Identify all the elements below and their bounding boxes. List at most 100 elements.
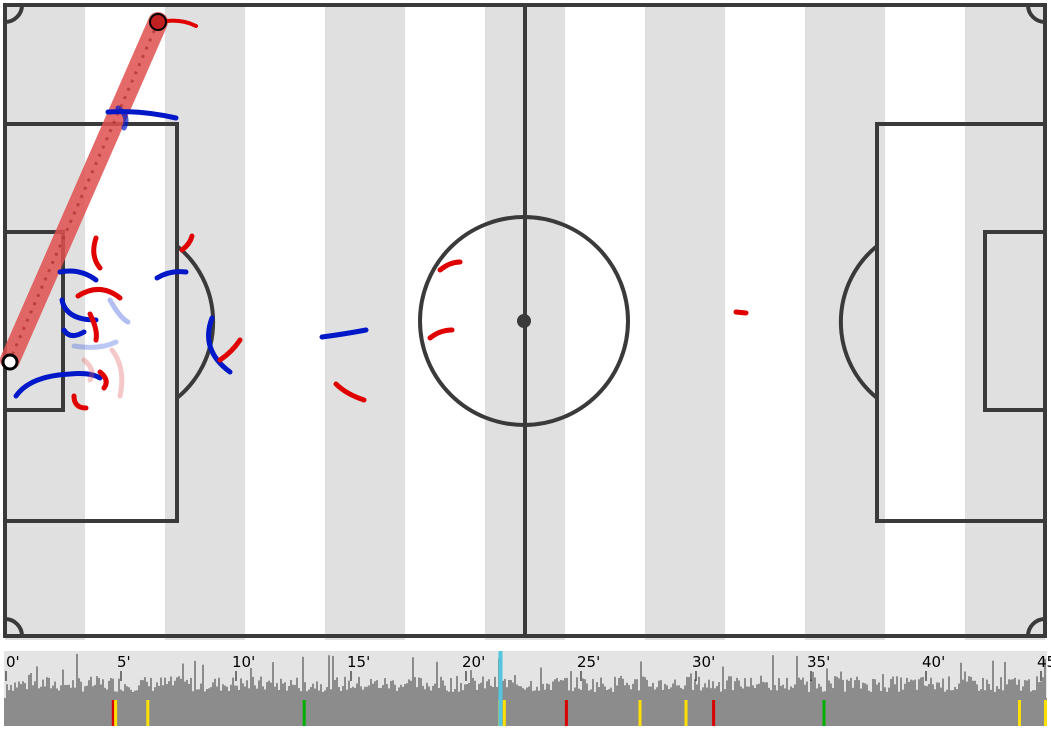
histogram-bar — [196, 689, 198, 698]
histogram-bar — [86, 685, 88, 698]
red-player-1[interactable] — [91, 235, 103, 271]
histogram-bar — [826, 668, 828, 698]
red-player-8[interactable] — [733, 309, 749, 316]
histogram-bar — [352, 686, 354, 698]
histogram-bar — [206, 689, 208, 698]
histogram-bar — [1034, 690, 1036, 698]
histogram-bar — [1042, 677, 1044, 698]
histogram-bar — [198, 689, 200, 698]
red-player-4[interactable] — [217, 337, 243, 363]
blue-player-5[interactable] — [57, 268, 99, 283]
histogram-bar — [44, 686, 46, 698]
histogram-bar — [54, 681, 56, 698]
histogram-bar — [480, 682, 482, 698]
histogram-bar — [960, 662, 962, 698]
histogram-bar — [12, 690, 14, 698]
histogram-bar — [32, 685, 34, 698]
red-player-6[interactable] — [427, 327, 455, 341]
blue-player-4[interactable] — [319, 327, 369, 340]
histogram-bar — [624, 685, 626, 698]
histogram-bar — [58, 690, 60, 698]
timeline-tick-label: 35' — [807, 653, 830, 671]
timeline-event-yellow[interactable] — [146, 700, 150, 726]
histogram-bar — [868, 690, 870, 698]
histogram-bar — [580, 689, 582, 698]
histogram-bar — [924, 685, 926, 698]
histogram-bar — [866, 684, 868, 698]
histogram-bar — [326, 687, 328, 698]
histogram-bar — [120, 689, 122, 698]
blue-player-8[interactable] — [61, 327, 87, 338]
histogram-bar — [136, 690, 138, 698]
blue-player-3[interactable] — [206, 315, 233, 375]
histogram-bar — [320, 684, 322, 698]
histogram-bar — [718, 682, 720, 698]
histogram-bar — [18, 681, 20, 698]
histogram-bar — [508, 679, 510, 698]
histogram-bar — [964, 671, 966, 698]
timeline-event-yellow[interactable] — [638, 700, 642, 726]
histogram-bar — [142, 680, 144, 698]
histogram-bar — [238, 689, 240, 698]
histogram-bar — [890, 679, 892, 698]
red-player-5[interactable] — [437, 259, 463, 273]
histogram-bar — [116, 691, 118, 698]
histogram-bar — [732, 690, 734, 698]
histogram-bar — [6, 684, 8, 698]
match-timeline[interactable]: 0' 5' 10' 15' 20' 25' 30' 35' 40' 45' — [0, 645, 1051, 745]
timeline-tick-label: 10' — [232, 653, 255, 671]
timeline-svg[interactable]: 0' 5' 10' 15' 20' 25' 30' 35' 40' 45' — [0, 645, 1051, 745]
red-player-10[interactable] — [87, 311, 99, 343]
histogram-bar — [608, 689, 610, 698]
histogram-bar — [342, 686, 344, 698]
histogram-bar — [376, 680, 378, 698]
histogram-bar — [556, 678, 558, 698]
histogram-bar — [140, 679, 142, 698]
histogram-bar — [948, 676, 950, 698]
histogram-bar — [1026, 680, 1028, 698]
histogram-bar — [840, 671, 842, 698]
timeline-event-green[interactable] — [302, 700, 306, 726]
timeline-event-yellow[interactable] — [1044, 700, 1047, 726]
center-spot — [517, 314, 531, 328]
histogram-bar — [104, 687, 106, 698]
timeline-event-red[interactable] — [564, 700, 568, 726]
blue-player-1[interactable] — [105, 109, 179, 121]
red-player-3[interactable] — [75, 287, 123, 301]
histogram-bar — [216, 686, 218, 698]
histogram-bar — [602, 683, 604, 698]
blue-player-7[interactable] — [13, 371, 103, 399]
histogram-bar — [1016, 684, 1018, 698]
histogram-bar — [502, 680, 504, 698]
histogram-bar — [16, 687, 18, 698]
red-player-2[interactable] — [179, 233, 195, 253]
histogram-bar — [686, 676, 688, 698]
histogram-bar — [222, 684, 224, 698]
histogram-bar — [970, 676, 972, 698]
timeline-event-yellow[interactable] — [114, 700, 118, 726]
histogram-bar — [616, 685, 618, 698]
histogram-bar — [452, 691, 454, 698]
histogram-bar — [886, 691, 888, 698]
blue-player-2[interactable] — [154, 269, 189, 281]
histogram-bar — [910, 679, 912, 698]
red-player-7[interactable] — [333, 381, 367, 403]
timeline-event-yellow[interactable] — [684, 700, 688, 726]
histogram-bar — [90, 676, 92, 698]
timeline-event-yellow[interactable] — [502, 700, 506, 726]
current-time-marker[interactable] — [498, 651, 503, 726]
histogram-bar — [956, 689, 958, 698]
histogram-bar — [634, 679, 636, 698]
red-player-9[interactable] — [71, 393, 89, 411]
timeline-event-red[interactable] — [712, 700, 716, 726]
timeline-event-red[interactable] — [111, 700, 115, 726]
histogram-bar — [482, 676, 484, 698]
timeline-event-green[interactable] — [822, 700, 826, 726]
timeline-event-yellow[interactable] — [1018, 700, 1021, 726]
red-player-11[interactable] — [97, 369, 109, 391]
histogram-bar — [814, 677, 816, 698]
histogram-bar — [740, 686, 742, 698]
histogram-bar — [590, 689, 592, 698]
histogram-bar — [218, 677, 220, 698]
histogram-bar — [306, 691, 308, 698]
